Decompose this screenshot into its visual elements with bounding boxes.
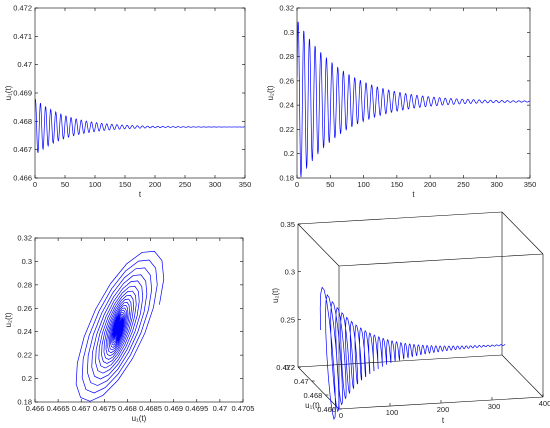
y-tick-label: 0.467	[13, 145, 32, 154]
box-edge	[501, 354, 544, 398]
y-tick-label: 0.469	[13, 89, 32, 98]
x-tick-label: 250	[179, 180, 192, 189]
box-edge	[501, 211, 544, 255]
x-tick-label: 150	[119, 180, 132, 189]
x-tick-label: 0.467	[72, 404, 91, 413]
x-tick-label: 300	[490, 180, 503, 189]
x-tick-label: 0	[339, 411, 343, 420]
z-tick-label: 0.2	[285, 363, 295, 372]
time-series-u1-panel: 0 50 100 150 200 250 300 350 0.466 0.467 0.468 0.46…	[4, 4, 251, 200]
x-tick-label: 200	[149, 180, 162, 189]
y-tick-label: 0.32	[279, 4, 294, 13]
x-axis-label: t	[139, 190, 142, 199]
y-tick-label: 0.471	[13, 32, 32, 41]
box-edge	[297, 354, 503, 368]
box-edge	[297, 366, 340, 410]
y-axis-label: u₁(t)	[4, 85, 13, 100]
x-tick-label: 0.4705	[232, 404, 255, 413]
x-axis-label: u₁(t)	[132, 414, 147, 423]
y-tick-label: 0.47	[294, 377, 309, 386]
x-tick-label: 0.468	[118, 404, 137, 413]
x-tick-label: 50	[326, 180, 334, 189]
x-axis-label: t	[442, 416, 445, 425]
y-tick-label: 0.18	[17, 398, 32, 407]
z-tick-label: 0.3	[285, 268, 295, 277]
x-tick-label: 0.466	[26, 404, 45, 413]
x-tick-label: 100	[357, 180, 370, 189]
x-tick-label: 0.4675	[93, 404, 116, 413]
y-tick-label: 0.3	[284, 28, 294, 37]
y-tick-label: 0.28	[279, 52, 294, 61]
x-tick-label: 0	[295, 180, 299, 189]
y-tick-label: 0.28	[17, 280, 32, 289]
y-tick-label: 0.2	[284, 149, 294, 158]
y-axis-label: u₂(t)	[266, 85, 275, 100]
plot-area	[296, 7, 531, 179]
y-tick-label: 0.18	[279, 174, 294, 183]
y-tick-label: 0.47	[17, 60, 32, 69]
y-tick-label: 0.24	[279, 101, 294, 110]
box-edge	[297, 223, 340, 267]
y-tick-label: 0.26	[279, 76, 294, 85]
z-axis-label: u₂(t)	[271, 288, 280, 303]
x-tick-label: 150	[391, 180, 404, 189]
y-tick-label: 0.472	[13, 4, 32, 13]
x-tick-label: 400	[539, 399, 550, 408]
x-tick-label: 250	[457, 180, 470, 189]
x-tick-label: 0.469	[164, 404, 183, 413]
x-tick-label: 350	[524, 180, 537, 189]
series-line	[35, 98, 245, 153]
y-axis-label: u₂(t)	[4, 312, 13, 327]
z-tick-label: 0.25	[280, 315, 295, 324]
x-tick-label: 100	[89, 180, 102, 189]
series-line	[319, 286, 506, 420]
phase-portrait-panel: 0.466 0.4665 0.467 0.4675 0.468 0.4685 0.469 0.…	[4, 234, 254, 424]
x-axis-label: t	[412, 190, 415, 199]
plot-area	[34, 7, 246, 179]
x-tick-label: 0.4685	[139, 404, 162, 413]
x-tick-label: 0	[33, 180, 37, 189]
y-axis-label: u₁(t)	[305, 401, 320, 410]
y-tick-label: 0.26	[17, 304, 32, 313]
y-tick-label: 0.468	[304, 391, 323, 400]
y-tick-label: 0.2	[22, 374, 32, 383]
x-tick-label: 350	[239, 180, 252, 189]
time-series-u2-panel: 0 50 100 150 200 250 300 350 0.18 0.2 0.22 0.24 0.26…	[266, 4, 536, 200]
y-tick-label: 0.468	[13, 117, 32, 126]
x-tick-label: 200	[424, 180, 437, 189]
y-tick-label: 0.22	[279, 125, 294, 134]
x-tick-label: 200	[437, 405, 450, 414]
y-tick-label: 0.466	[13, 174, 32, 183]
y-tick-label: 0.472	[276, 363, 295, 372]
y-tick-label: 0.32	[17, 234, 32, 243]
y-tick-label: 0.3	[22, 257, 32, 266]
box-edge	[338, 253, 544, 267]
x-tick-label: 300	[488, 402, 501, 411]
series-line	[75, 250, 165, 402]
x-tick-label: 0.4665	[47, 404, 70, 413]
y-tick-label: 0.24	[17, 327, 32, 336]
box-edge	[297, 211, 503, 225]
x-tick-label: 100	[386, 408, 399, 417]
series-line	[297, 21, 530, 178]
y-tick-label: 0.466	[317, 405, 336, 414]
x-tick-label: 0.4695	[185, 404, 208, 413]
x-tick-label: 50	[61, 180, 69, 189]
x-tick-label: 300	[209, 180, 222, 189]
plot-area	[34, 237, 244, 403]
x-tick-label: 0.47	[213, 404, 228, 413]
z-tick-label: 0.35	[280, 220, 295, 229]
y-tick-label: 0.22	[17, 351, 32, 360]
